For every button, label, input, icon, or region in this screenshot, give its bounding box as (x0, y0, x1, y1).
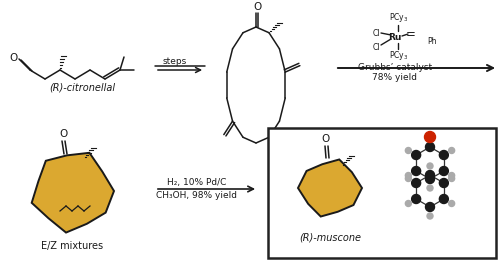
Circle shape (440, 166, 448, 175)
Text: CH₃OH, 98% yield: CH₃OH, 98% yield (156, 190, 238, 200)
Circle shape (440, 195, 448, 204)
Text: steps: steps (163, 57, 187, 65)
Text: Cl: Cl (373, 28, 380, 38)
Circle shape (427, 163, 433, 169)
Circle shape (426, 143, 434, 151)
Text: O: O (322, 134, 330, 144)
Polygon shape (32, 153, 114, 232)
Circle shape (412, 166, 420, 175)
Circle shape (412, 195, 420, 204)
Circle shape (440, 150, 448, 159)
Text: Ph: Ph (427, 37, 436, 45)
Circle shape (448, 148, 454, 154)
Circle shape (427, 213, 433, 219)
Text: O: O (10, 53, 18, 63)
Circle shape (426, 170, 434, 180)
Text: Cl: Cl (373, 43, 380, 52)
Circle shape (412, 179, 420, 188)
Text: =: = (406, 28, 416, 42)
Circle shape (424, 132, 436, 143)
Bar (268, 128, 496, 258)
Text: Grubbs’ catalyst: Grubbs’ catalyst (358, 63, 432, 72)
Circle shape (448, 173, 454, 179)
Text: E/Z mixtures: E/Z mixtures (41, 241, 103, 251)
Circle shape (412, 150, 420, 159)
Text: PCy$_3$: PCy$_3$ (389, 48, 409, 62)
Circle shape (426, 174, 434, 184)
Circle shape (426, 203, 434, 211)
Text: O: O (253, 2, 261, 12)
Text: H₂, 10% Pd/C: H₂, 10% Pd/C (168, 179, 226, 188)
Text: (R)-muscone: (R)-muscone (299, 232, 361, 242)
Text: O: O (59, 129, 67, 139)
Text: Ru: Ru (388, 33, 402, 42)
Circle shape (406, 200, 411, 206)
Text: PCy$_3$: PCy$_3$ (389, 11, 409, 23)
Circle shape (448, 175, 454, 181)
Circle shape (406, 175, 411, 181)
Circle shape (406, 173, 411, 179)
Text: 78% yield: 78% yield (372, 73, 418, 83)
Circle shape (406, 148, 411, 154)
Circle shape (440, 179, 448, 188)
Circle shape (427, 185, 433, 191)
Polygon shape (298, 159, 362, 216)
Circle shape (448, 200, 454, 206)
Circle shape (427, 135, 433, 141)
Text: (R)-citronellal: (R)-citronellal (49, 82, 115, 92)
